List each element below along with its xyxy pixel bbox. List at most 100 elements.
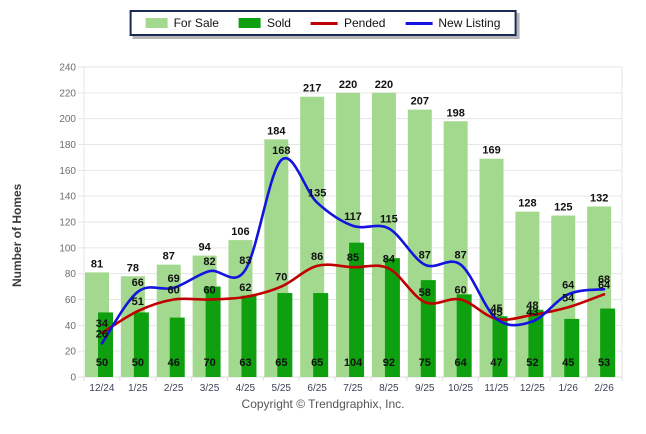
for-sale-value-label: 220 bbox=[375, 79, 393, 91]
new-listing-value-label: 83 bbox=[239, 255, 251, 267]
x-tick-label: 9/25 bbox=[415, 383, 435, 394]
pended-value-label: 64 bbox=[598, 279, 611, 291]
bar-sold bbox=[277, 293, 293, 377]
bar-sold bbox=[564, 318, 580, 377]
sold-value-label: 75 bbox=[419, 357, 431, 369]
y-tick-label: 160 bbox=[59, 166, 76, 177]
for-sale-value-label: 220 bbox=[339, 79, 357, 91]
sold-value-label: 50 bbox=[132, 357, 144, 369]
pended-value-label: 62 bbox=[239, 282, 251, 294]
y-tick-label: 20 bbox=[65, 347, 77, 358]
bar-sold bbox=[384, 258, 400, 377]
x-tick-label: 4/25 bbox=[236, 383, 256, 394]
for-sale-value-label: 125 bbox=[554, 202, 572, 214]
legend-label: Sold bbox=[266, 16, 291, 30]
x-tick-label: 5/25 bbox=[272, 383, 292, 394]
new-listing-swatch bbox=[405, 21, 433, 25]
new-listing-value-label: 43 bbox=[526, 306, 538, 318]
pended-value-label: 85 bbox=[347, 252, 359, 264]
new-listing-value-label: 115 bbox=[380, 213, 398, 225]
pended-value-label: 60 bbox=[168, 285, 180, 297]
sold-value-label: 45 bbox=[562, 357, 574, 369]
sold-value-label: 65 bbox=[311, 357, 323, 369]
pended-value-label: 60 bbox=[203, 285, 215, 297]
for-sale-value-label: 78 bbox=[127, 262, 139, 274]
sold-value-label: 92 bbox=[383, 357, 395, 369]
new-listing-value-label: 66 bbox=[132, 277, 144, 289]
x-tick-label: 2/26 bbox=[594, 383, 614, 394]
legend-label: For Sale bbox=[173, 16, 219, 30]
y-tick-label: 100 bbox=[59, 243, 76, 254]
y-tick-label: 60 bbox=[65, 295, 77, 306]
pended-value-label: 58 bbox=[419, 287, 431, 299]
pended-value-label: 48 bbox=[526, 300, 538, 312]
bar-sold bbox=[205, 286, 221, 377]
new-listing-value-label: 64 bbox=[562, 279, 575, 291]
y-axis-title: Number of Homes bbox=[10, 183, 24, 287]
for-sale-value-label: 217 bbox=[303, 83, 321, 95]
legend-item-new-listing: New Listing bbox=[405, 16, 500, 30]
sold-value-label: 104 bbox=[344, 357, 363, 369]
new-listing-value-label: 45 bbox=[490, 307, 502, 319]
x-tick-label: 11/25 bbox=[484, 383, 509, 394]
x-tick-label: 10/25 bbox=[448, 383, 473, 394]
line-new-listing bbox=[100, 156, 606, 345]
bar-sold bbox=[169, 317, 185, 377]
new-listing-value-label: 87 bbox=[419, 250, 431, 262]
sold-value-label: 52 bbox=[526, 357, 538, 369]
sold-value-label: 70 bbox=[203, 357, 215, 369]
line-pended bbox=[100, 263, 606, 335]
sold-value-label: 50 bbox=[96, 357, 108, 369]
bar-sold bbox=[133, 312, 149, 377]
bar-sold bbox=[492, 316, 508, 377]
y-tick-label: 120 bbox=[59, 218, 76, 229]
x-tick-label: 8/25 bbox=[379, 383, 399, 394]
new-listing-value-label: 168 bbox=[272, 145, 290, 157]
x-tick-label: 1/26 bbox=[558, 383, 578, 394]
pended-value-label: 54 bbox=[562, 292, 575, 304]
for-sale-value-label: 169 bbox=[482, 145, 500, 157]
for-sale-value-label: 87 bbox=[163, 251, 175, 263]
pended-swatch bbox=[310, 21, 338, 25]
pended-value-label: 60 bbox=[454, 285, 466, 297]
bar-sold bbox=[528, 309, 544, 377]
x-tick-label: 1/25 bbox=[128, 383, 148, 394]
for-sale-swatch bbox=[145, 18, 168, 28]
new-listing-value-label: 82 bbox=[203, 256, 215, 268]
for-sale-value-label: 207 bbox=[411, 96, 429, 108]
new-listing-value-label: 135 bbox=[308, 188, 326, 200]
legend-item-pended: Pended bbox=[310, 16, 386, 30]
x-tick-label: 3/25 bbox=[200, 383, 220, 394]
legend: For Sale Sold Pended New Listing bbox=[129, 10, 517, 36]
y-tick-label: 240 bbox=[59, 63, 76, 74]
bar-sold bbox=[313, 293, 329, 377]
new-listing-value-label: 117 bbox=[344, 211, 362, 223]
legend-label: Pended bbox=[343, 16, 386, 30]
pended-value-label: 86 bbox=[311, 251, 323, 263]
for-sale-value-label: 106 bbox=[231, 226, 249, 238]
y-tick-label: 220 bbox=[59, 88, 76, 99]
x-tick-label: 7/25 bbox=[343, 383, 363, 394]
x-tick-label: 12/24 bbox=[89, 383, 114, 394]
for-sale-value-label: 81 bbox=[91, 258, 103, 270]
bar-sold bbox=[600, 308, 616, 377]
bar-sold bbox=[241, 295, 257, 377]
x-tick-label: 2/25 bbox=[164, 383, 184, 394]
new-listing-value-label: 69 bbox=[168, 273, 180, 285]
sold-value-label: 53 bbox=[598, 357, 610, 369]
y-tick-label: 40 bbox=[65, 321, 77, 332]
y-tick-label: 180 bbox=[59, 140, 76, 151]
new-listing-value-label: 87 bbox=[454, 250, 466, 262]
for-sale-value-label: 132 bbox=[590, 193, 608, 205]
pended-value-label: 51 bbox=[132, 296, 144, 308]
new-listing-value-label: 68 bbox=[598, 274, 610, 286]
copyright-text: Copyright © Trendgraphix, Inc. bbox=[241, 397, 405, 411]
x-tick-label: 6/25 bbox=[307, 383, 327, 394]
legend-item-sold: Sold bbox=[238, 16, 291, 30]
for-sale-value-label: 128 bbox=[518, 198, 536, 210]
sold-value-label: 47 bbox=[490, 357, 502, 369]
for-sale-value-label: 184 bbox=[267, 125, 286, 137]
pended-value-label: 70 bbox=[275, 272, 287, 284]
